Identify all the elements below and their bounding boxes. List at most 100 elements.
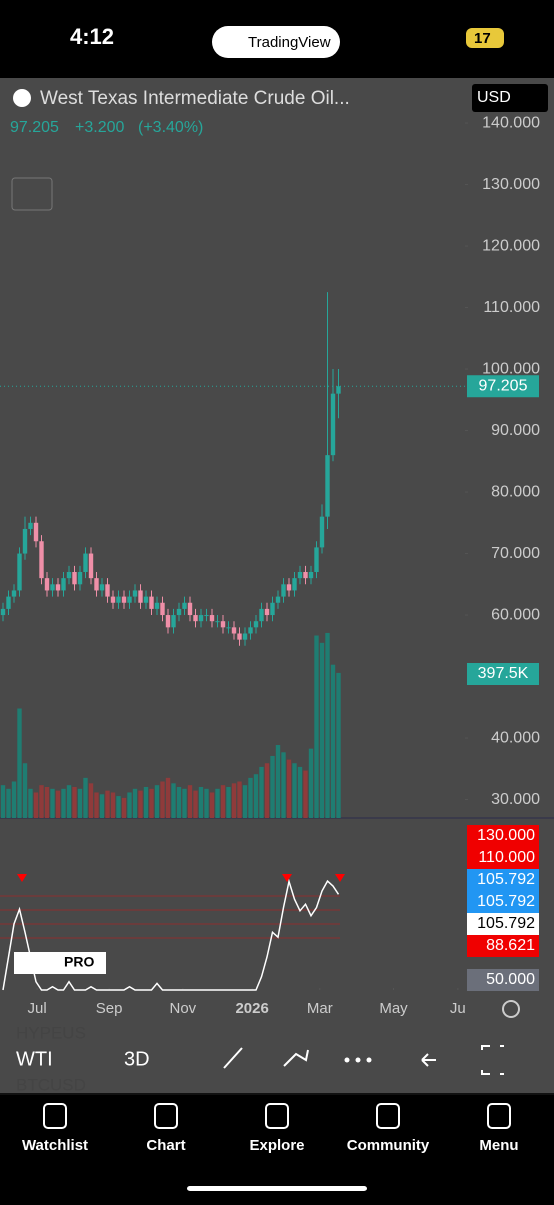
- volume-bar: [154, 785, 160, 818]
- symbol-title[interactable]: West Texas Intermediate Crude Oil...: [40, 88, 350, 109]
- last-price: 97.205: [10, 119, 59, 136]
- volume-bar: [149, 788, 154, 818]
- candle-body: [149, 596, 154, 609]
- y-tick-label: 110.000: [483, 299, 540, 316]
- volume-bar: [242, 785, 248, 818]
- settings-icon[interactable]: [502, 1000, 520, 1018]
- candle-body: [116, 596, 121, 603]
- candle-body: [138, 590, 143, 603]
- candle-body: [264, 608, 270, 616]
- volume-bar: [55, 790, 61, 818]
- candle-body: [50, 584, 55, 591]
- toolbar-interval[interactable]: 3D: [124, 1048, 150, 1070]
- volume-bar: [325, 632, 330, 818]
- candle-body: [314, 547, 319, 572]
- toolbar-symbol[interactable]: WTI: [16, 1048, 53, 1070]
- level-badge: [467, 969, 539, 991]
- volume-bar: [231, 783, 237, 818]
- y-tick-label: 120.000: [482, 237, 540, 254]
- tab-icon[interactable]: [43, 1103, 67, 1129]
- tab-label[interactable]: Chart: [146, 1137, 185, 1154]
- volume-bar: [110, 792, 116, 818]
- currency: USD: [477, 89, 511, 106]
- candle-body: [303, 572, 308, 579]
- pro-badge: PRO: [64, 954, 94, 970]
- logo-badge: [14, 952, 106, 974]
- candle-body: [127, 596, 132, 603]
- volume-bar: [264, 763, 270, 818]
- volume-bar: [303, 770, 308, 818]
- toolbar-icons: [223, 1045, 504, 1075]
- volume-bar: [165, 777, 171, 818]
- y-tick-label: 100.000: [482, 360, 540, 377]
- tab-icon[interactable]: [154, 1103, 178, 1129]
- candle-body: [198, 615, 204, 622]
- volume-bar: [66, 785, 72, 818]
- draw-icon[interactable]: [223, 1047, 243, 1069]
- fullscreen-icon[interactable]: [481, 1045, 504, 1075]
- candle-body: [182, 602, 187, 609]
- volume-bar: [77, 788, 83, 818]
- candle-body: [253, 621, 259, 628]
- tab-label[interactable]: Community: [347, 1137, 430, 1154]
- volume-bar: [330, 664, 336, 818]
- candle-body: [204, 615, 209, 617]
- signal-marker: [335, 874, 345, 882]
- volume-bar: [94, 792, 99, 818]
- volume-bar: [105, 790, 110, 818]
- candle-body: [17, 553, 22, 591]
- tab-label[interactable]: Menu: [479, 1137, 518, 1154]
- x-tick-label: May: [379, 1000, 408, 1017]
- tab-icon[interactable]: [487, 1103, 511, 1129]
- volume-bar: [297, 766, 303, 818]
- tab-label[interactable]: Explore: [249, 1137, 304, 1154]
- more-icon[interactable]: [344, 1057, 372, 1063]
- candle-body: [6, 596, 11, 609]
- currency-select[interactable]: [472, 84, 548, 112]
- candle-body: [132, 590, 138, 597]
- x-tick-label: Sep: [96, 1000, 123, 1017]
- change-pct: (+3.40%): [138, 119, 203, 136]
- level-badge: [467, 847, 539, 869]
- indicator-line: [2, 878, 340, 991]
- trend-icon[interactable]: [283, 1049, 309, 1067]
- signal-marker: [17, 874, 27, 882]
- candle-body: [176, 608, 182, 616]
- app-name: TradingView: [248, 34, 331, 51]
- tab-icon[interactable]: [265, 1103, 289, 1129]
- last-price-label: 97.205: [479, 377, 528, 394]
- volume-bar: [270, 755, 275, 818]
- volume-bar: [171, 783, 176, 818]
- volume-bar: [193, 790, 198, 818]
- volume-bar: [143, 786, 149, 818]
- x-tick-label: Mar: [307, 1000, 333, 1017]
- candle-body: [297, 572, 303, 579]
- volume-bar: [33, 792, 39, 818]
- level-label: 105.792: [477, 915, 535, 932]
- candle-body: [220, 621, 226, 628]
- volume-bar: [44, 786, 50, 818]
- level-label: 105.792: [477, 871, 535, 888]
- candle-body: [154, 602, 160, 609]
- candle-body: [281, 584, 286, 597]
- change: +3.200: [75, 119, 124, 136]
- volume-bar: [308, 748, 314, 818]
- volume-bar: [182, 788, 187, 818]
- volume-bar: [314, 635, 319, 818]
- candle-body: [193, 615, 198, 622]
- candle-body: [187, 602, 193, 616]
- level-label: 88.621: [486, 937, 535, 954]
- candle-body: [99, 584, 105, 591]
- x-tick-label: Ju: [450, 1000, 466, 1017]
- collapse-button[interactable]: [11, 177, 53, 211]
- tab-label[interactable]: Watchlist: [22, 1137, 88, 1154]
- y-tick-label: 40.000: [491, 729, 540, 746]
- candle-body: [55, 584, 61, 591]
- volume-bar: [99, 794, 105, 818]
- undo-icon[interactable]: [421, 1053, 436, 1067]
- volume-bar: [281, 752, 286, 818]
- volume-bar: [319, 642, 325, 818]
- tab-icon[interactable]: [376, 1103, 400, 1129]
- candle-body: [330, 393, 336, 456]
